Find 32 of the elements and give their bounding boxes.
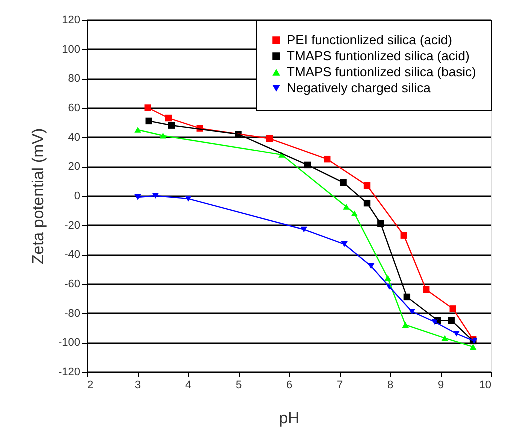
y-tick-label: -40 bbox=[64, 249, 80, 262]
x-tick-label: 7 bbox=[336, 380, 344, 392]
x-tick-label: 4 bbox=[185, 380, 192, 392]
y-tick-label: 0 bbox=[74, 190, 80, 202]
x-tick-label: 8 bbox=[387, 380, 394, 392]
x-tick-label: 5 bbox=[236, 380, 242, 392]
legend-label: TMAPS funtionlized silica (acid) bbox=[287, 48, 470, 64]
x-tick-label: 3 bbox=[134, 380, 142, 392]
point bbox=[470, 344, 477, 350]
legend-label: PEI functionlized silica (acid) bbox=[287, 32, 452, 48]
x-tick-label: 10 bbox=[479, 380, 492, 392]
y-tick-label: 100 bbox=[62, 44, 80, 56]
y-axis-title: Zeta potential (mV) bbox=[30, 128, 48, 265]
point bbox=[134, 127, 142, 133]
y-tick-label: -100 bbox=[58, 337, 80, 350]
y-tick-label: -20 bbox=[64, 220, 80, 232]
y-tick-label: -60 bbox=[64, 278, 80, 290]
legend-label: Negatively charged silica bbox=[287, 80, 432, 96]
y-tick-label: 120 bbox=[62, 14, 80, 26]
y-tick-label: 20 bbox=[68, 161, 80, 174]
point bbox=[134, 194, 142, 200]
x-tick-label: 6 bbox=[286, 380, 293, 392]
y-tick-label: 40 bbox=[68, 132, 80, 144]
x-tick-label: 2 bbox=[88, 380, 94, 392]
y-tick-label: -80 bbox=[64, 308, 80, 320]
y-tick-label: 80 bbox=[68, 73, 80, 86]
y-tick-label: 60 bbox=[68, 102, 80, 114]
legend-label: TMAPS funtionlized silica (basic) bbox=[287, 64, 476, 80]
point bbox=[144, 104, 152, 112]
y-tick-label: -120 bbox=[58, 366, 80, 378]
x-axis-title: pH bbox=[279, 410, 300, 427]
x-tick-label: 9 bbox=[438, 380, 444, 392]
